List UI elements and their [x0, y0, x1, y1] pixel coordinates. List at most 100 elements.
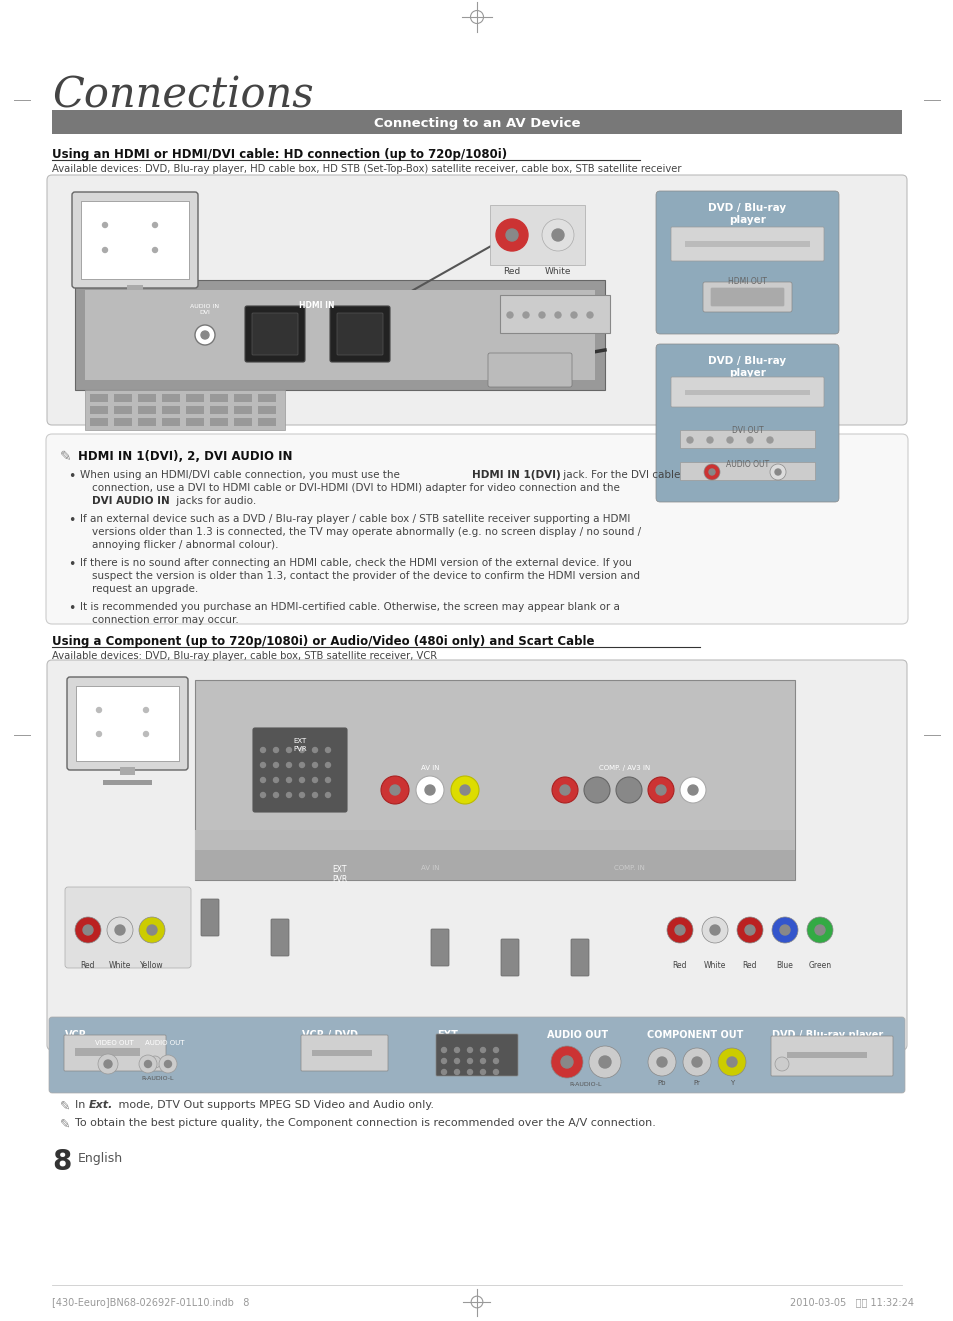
Bar — [233, 406, 252, 413]
Circle shape — [147, 925, 157, 935]
Circle shape — [102, 222, 108, 227]
Text: 2010-03-05   오후 11:32:24: 2010-03-05 오후 11:32:24 — [789, 1297, 913, 1306]
Text: [430-Eeuro]BN68-02692F-01L10.indb   8: [430-Eeuro]BN68-02692F-01L10.indb 8 — [52, 1297, 249, 1306]
Circle shape — [701, 917, 727, 943]
Circle shape — [675, 925, 684, 935]
Circle shape — [149, 1055, 161, 1067]
Bar — [138, 406, 156, 413]
Circle shape — [274, 793, 278, 798]
FancyBboxPatch shape — [670, 227, 823, 262]
Text: Blue: Blue — [776, 960, 793, 970]
Circle shape — [201, 332, 209, 339]
Circle shape — [467, 1058, 472, 1063]
Circle shape — [299, 793, 304, 798]
Circle shape — [441, 1048, 446, 1053]
Text: DVI AUDIO IN: DVI AUDIO IN — [91, 495, 170, 506]
Text: White: White — [544, 267, 571, 276]
FancyBboxPatch shape — [336, 313, 382, 355]
Text: Red: Red — [503, 267, 520, 276]
Circle shape — [551, 1046, 582, 1078]
Circle shape — [286, 793, 292, 798]
Circle shape — [493, 1070, 498, 1074]
Text: connection, use a DVI to HDMI cable or DVI-HDMI (DVI to HDMI) adapter for video : connection, use a DVI to HDMI cable or D… — [91, 483, 619, 493]
FancyBboxPatch shape — [49, 1017, 904, 1092]
Text: player: player — [728, 215, 765, 225]
Circle shape — [194, 325, 214, 345]
Circle shape — [454, 1058, 459, 1063]
Text: •: • — [68, 470, 75, 483]
Circle shape — [139, 1055, 157, 1073]
Circle shape — [774, 1057, 788, 1071]
Circle shape — [744, 925, 754, 935]
Bar — [85, 291, 595, 380]
FancyBboxPatch shape — [770, 1036, 892, 1077]
FancyBboxPatch shape — [431, 929, 449, 966]
Circle shape — [691, 1057, 701, 1067]
Circle shape — [441, 1070, 446, 1074]
Text: Using an HDMI or HDMI/DVI cable: HD connection (up to 720p/1080i): Using an HDMI or HDMI/DVI cable: HD conn… — [52, 148, 507, 161]
Bar — [110, 297, 160, 303]
Text: White: White — [109, 960, 132, 970]
Bar — [210, 406, 228, 413]
Text: Using a Component (up to 720p/1080i) or Audio/Video (480i only) and Scart Cable: Using a Component (up to 720p/1080i) or … — [52, 635, 594, 649]
Circle shape — [164, 1061, 172, 1067]
FancyBboxPatch shape — [330, 306, 390, 362]
Circle shape — [143, 708, 149, 712]
Text: HDMI IN 1(DVI), 2, DVI AUDIO IN: HDMI IN 1(DVI), 2, DVI AUDIO IN — [78, 450, 293, 462]
Bar — [186, 417, 204, 425]
Circle shape — [325, 748, 330, 753]
Circle shape — [666, 917, 692, 943]
FancyBboxPatch shape — [65, 886, 191, 968]
Circle shape — [467, 1048, 472, 1053]
Circle shape — [260, 748, 265, 753]
Circle shape — [571, 312, 577, 318]
Circle shape — [583, 777, 609, 803]
Circle shape — [686, 437, 692, 443]
Text: Red: Red — [81, 960, 95, 970]
Bar — [162, 417, 180, 425]
FancyBboxPatch shape — [301, 1034, 388, 1071]
Bar — [103, 779, 152, 785]
Circle shape — [102, 247, 108, 252]
Circle shape — [687, 785, 698, 795]
Text: mode, DTV Out supports MPEG SD Video and Audio only.: mode, DTV Out supports MPEG SD Video and… — [115, 1100, 434, 1110]
Bar — [76, 686, 179, 761]
Bar — [210, 394, 228, 402]
Text: jacks for audio.: jacks for audio. — [172, 495, 256, 506]
Bar — [257, 394, 275, 402]
Circle shape — [144, 1061, 152, 1067]
Text: annoying flicker / abnormal colour).: annoying flicker / abnormal colour). — [91, 540, 278, 550]
Bar — [786, 1052, 866, 1058]
Circle shape — [493, 1048, 498, 1053]
Bar — [75, 280, 604, 390]
Bar — [312, 1050, 372, 1055]
Text: If there is no sound after connecting an HDMI cable, check the HDMI version of t: If there is no sound after connecting an… — [80, 557, 631, 568]
Text: When using an HDMI/DVI cable connection, you must use the: When using an HDMI/DVI cable connection,… — [80, 470, 403, 480]
Circle shape — [616, 777, 641, 803]
Text: PVR: PVR — [293, 746, 307, 752]
Text: jack. For the DVI cable: jack. For the DVI cable — [559, 470, 679, 480]
Circle shape — [451, 775, 478, 804]
Circle shape — [682, 1048, 710, 1077]
FancyBboxPatch shape — [571, 939, 588, 976]
Circle shape — [737, 917, 762, 943]
FancyBboxPatch shape — [656, 343, 838, 502]
Text: VCR: VCR — [65, 1030, 87, 1040]
Text: Connections: Connections — [52, 75, 314, 118]
Circle shape — [814, 925, 824, 935]
FancyBboxPatch shape — [46, 435, 907, 624]
Text: HDMI IN 1(DVI): HDMI IN 1(DVI) — [472, 470, 560, 480]
FancyBboxPatch shape — [253, 728, 347, 812]
Bar — [194, 680, 794, 880]
Circle shape — [313, 793, 317, 798]
Text: DVD / Blu-ray player: DVD / Blu-ray player — [771, 1030, 882, 1040]
Circle shape — [774, 469, 781, 476]
Circle shape — [96, 732, 101, 737]
Bar — [52, 110, 901, 133]
Circle shape — [706, 437, 712, 443]
Bar — [684, 390, 809, 395]
Circle shape — [139, 917, 165, 943]
Circle shape — [152, 222, 157, 227]
FancyBboxPatch shape — [64, 1034, 166, 1071]
Circle shape — [771, 917, 797, 943]
